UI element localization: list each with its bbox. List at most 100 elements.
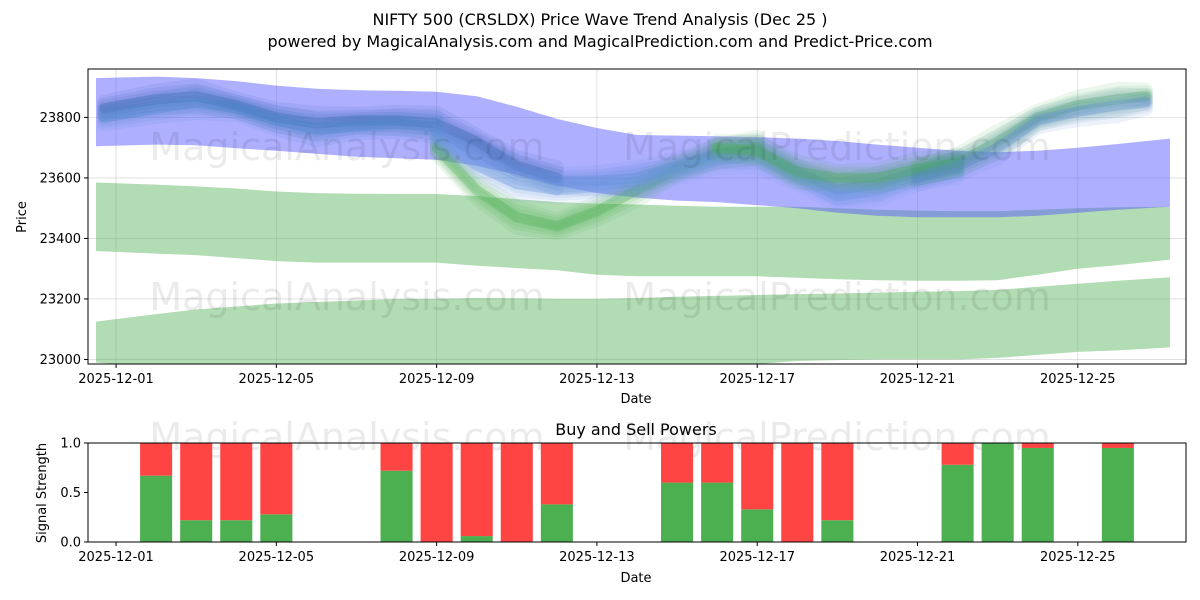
wave-6-stroke-3 [910,88,1153,178]
wave-7-stroke-3 [910,94,1153,184]
wave-2-core [431,142,763,232]
buy-bar-2 [220,520,253,542]
wave-4-stroke-4 [429,128,965,199]
sell-bar-1 [180,443,213,521]
wave-3-core [431,124,963,195]
sell-bar-16 [1021,443,1054,448]
wave-2-stroke-2 [429,141,765,235]
wave-0-stroke-3 [97,87,564,183]
wave-0-stroke-1 [97,95,564,191]
wave-7-stroke-0 [910,101,1153,192]
wave-2-stroke-1 [429,144,765,237]
wave-4-stroke-0 [429,138,965,212]
wave-6-core [912,91,1151,177]
buy-bar-10 [701,482,734,542]
wave-1-stroke-5 [97,84,444,127]
wave-5-stroke-3 [710,139,965,184]
buy-bar-8 [540,504,573,542]
buy-bar-0 [140,475,173,542]
wave-3-stroke-4 [429,118,965,193]
wave-2-stroke-0 [429,147,765,240]
buy-bar-1 [180,520,213,542]
sell-bar-2 [220,443,253,521]
wave-0-core [99,91,562,183]
top-x-tick-label-5: 2025-12-21 [880,372,956,387]
wave-1-stroke-1 [97,101,444,143]
wave-4-stroke-2 [429,132,965,205]
sell-bar-4 [380,443,413,471]
wave-1-core [99,97,442,135]
top-grid [88,69,1186,364]
band-green-lower [96,277,1170,364]
top-y-tick-label-2: 23400 [40,232,81,247]
sell-bar-11 [741,443,774,510]
top-x-tick-label-3: 2025-12-13 [559,372,635,387]
buy-bar-11 [741,509,774,542]
buy-bar-6 [460,536,493,542]
watermark-top-0: MagicalAnalysis.com [149,125,544,169]
bottom-chart-title: Buy and Sell Powers [555,420,717,439]
sell-bar-7 [500,443,533,542]
sell-bar-14 [941,443,974,465]
wave-6-stroke-5 [910,81,1153,173]
wave-7-stroke-4 [910,91,1153,182]
top-y-tick-label-3: 23600 [40,171,81,186]
bottom-x-tick-label-4: 2025-12-17 [719,550,795,565]
wave-7-stroke-1 [910,98,1153,189]
wave-4-core [431,133,963,202]
sell-bar-8 [540,443,573,505]
sell-bar-17 [1101,443,1134,448]
wave-2-stroke-3 [429,138,765,233]
wave-5-stroke-1 [710,144,965,190]
sell-bar-10 [701,443,734,483]
top-plot-frame [87,68,1187,365]
top-x-tick-label-0: 2025-12-01 [78,372,154,387]
buy-bar-16 [1021,447,1054,542]
wave-0-stroke-2 [97,91,564,187]
sell-bar-3 [260,443,293,515]
wave-6-stroke-2 [910,90,1153,181]
wave-1-stroke-3 [97,93,444,135]
bottom-x-tick-label-6: 2025-12-25 [1040,550,1116,565]
wave-1-stroke-2 [97,97,444,139]
wave-1-stroke-0 [97,105,444,148]
sell-bar-6 [460,443,493,537]
bottom-y-tick-label-1: 0.5 [60,486,81,501]
bottom-y-axis-label: Signal Strength [35,443,50,543]
wave-7-core [912,97,1151,183]
wave-3-stroke-2 [429,123,965,199]
buy-bar-14 [941,464,974,542]
buy-bar-15 [981,443,1014,542]
wave-5-stroke-0 [710,147,965,194]
wave-7-stroke-2 [910,96,1153,187]
watermark-top-2: MagicalAnalysis.com [149,275,544,319]
wave-3-stroke-1 [429,126,965,202]
bottom-y-tick-label-0: 0.0 [60,536,81,551]
watermark-top-3: MagicalPrediction.com [623,275,1051,319]
top-y-axis-label: Price [15,201,30,233]
band-green-upper [96,182,1170,281]
sell-bar-13 [821,443,854,521]
bottom-x-tick-label-3: 2025-12-13 [559,550,635,565]
wave-0-stroke-5 [97,78,564,175]
buy-sell-powers-plot: MagicalAnalysis.com MagicalPrediction.com… [60,415,1187,565]
buy-bar-4 [380,470,413,542]
top-x-tick-label-6: 2025-12-25 [1040,372,1116,387]
buy-bar-9 [661,482,694,542]
wave-5-core [712,142,963,183]
wave-5-stroke-5 [710,134,965,179]
bottom-x-tick-label-1: 2025-12-05 [239,550,315,565]
top-y-tick-label-0: 23000 [40,353,81,368]
wave-3-stroke-0 [429,129,965,206]
buy-bar-13 [821,520,854,542]
sell-bar-0 [140,443,173,476]
wave-4-stroke-5 [429,124,965,195]
wave-3-stroke-5 [429,115,965,189]
wave-1-stroke-4 [97,89,444,131]
top-plot-area [96,76,1170,364]
sell-bar-12 [781,443,814,542]
bottom-x-tick-label-5: 2025-12-21 [880,550,956,565]
wave-6-stroke-4 [910,85,1153,176]
top-x-tick-label-4: 2025-12-17 [719,372,795,387]
